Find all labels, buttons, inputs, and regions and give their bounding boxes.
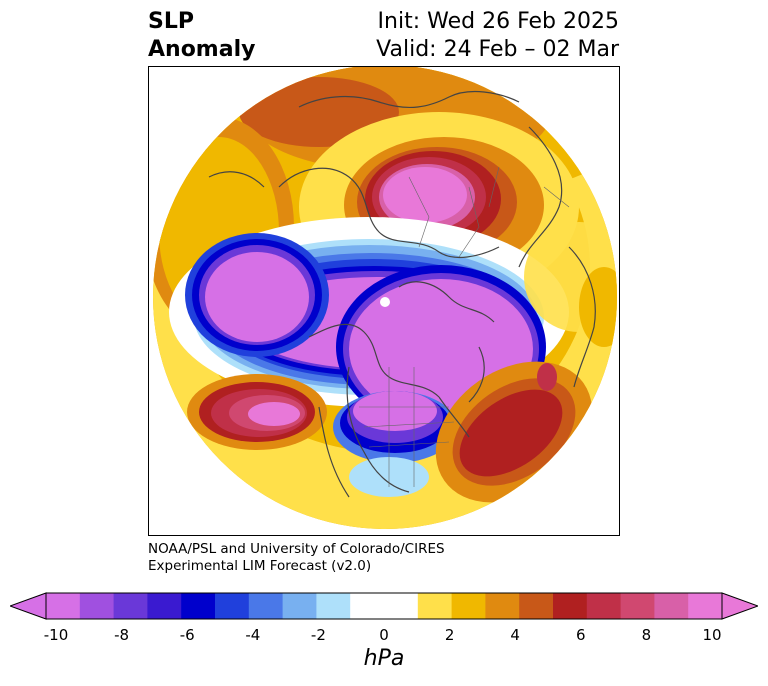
colorbar-swatch	[485, 593, 520, 619]
colorbar-border	[45, 592, 723, 620]
colorbar-tick-label: 0	[379, 626, 389, 644]
colorbar-swatch	[46, 593, 81, 619]
colorbar-swatch	[654, 593, 689, 619]
colorbar-swatch	[215, 593, 250, 619]
valid-range: Valid: 24 Feb – 02 Mar	[376, 37, 619, 62]
colorbar	[10, 590, 758, 622]
colorbar-swatch	[181, 593, 216, 619]
slp-anomaly-map	[148, 66, 620, 536]
coastlines	[208, 91, 596, 498]
colorbar-swatch	[586, 593, 622, 619]
colorbar-swatch	[620, 593, 655, 619]
colorbar-swatch	[417, 593, 453, 619]
colorbar-tick-label: -2	[310, 626, 326, 644]
colorbar-swatch	[147, 593, 182, 619]
colorbar-swatch	[248, 593, 284, 619]
colorbar-swatch	[350, 593, 385, 619]
colorbar-tick-label: 4	[510, 626, 520, 644]
colorbar-max-arrow	[721, 592, 758, 620]
colorbar-swatch	[79, 593, 115, 619]
title-slp: SLP	[148, 9, 194, 34]
colorbar-tick-label: 10	[702, 626, 722, 644]
colorbar-swatch	[316, 593, 351, 619]
colorbar-swatch	[451, 593, 486, 619]
colorbar-tick-label: 6	[576, 626, 586, 644]
colorbar-tick-label: 8	[641, 626, 652, 644]
colorbar-swatch	[553, 593, 588, 619]
colorbar-tick-label: -4	[245, 626, 261, 644]
title-anomaly: Anomaly	[148, 37, 256, 62]
credit-line-1: NOAA/PSL and University of Colorado/CIRE…	[148, 541, 445, 557]
colorbar-tick-label: -8	[114, 626, 130, 644]
map-title: SLP Anomaly	[148, 8, 255, 64]
colorbar-min-arrow	[10, 592, 47, 620]
map-dates: Init: Wed 26 Feb 2025 Valid: 24 Feb – 02…	[376, 8, 619, 64]
borders	[359, 166, 570, 487]
colorbar-swatch	[282, 593, 317, 619]
init-date: Init: Wed 26 Feb 2025	[377, 9, 619, 34]
colorbar-graphic	[10, 592, 758, 620]
colorbar-swatch	[519, 593, 554, 619]
colorbar-tick-label: -10	[43, 626, 69, 644]
colorbar-tick-label: -6	[179, 626, 195, 644]
colorbar-unit: hPa	[363, 646, 405, 671]
colorbar-swatch	[384, 593, 419, 619]
colorbar-ticks: -10 -8 -6 -4 -2 0 2 4 6 8 10	[0, 626, 768, 646]
colorbar-swatch	[688, 593, 723, 619]
colorbar-swatch	[113, 593, 148, 619]
credit-text: NOAA/PSL and University of Colorado/CIRE…	[148, 541, 445, 575]
colorbar-tick-label: 2	[444, 626, 455, 644]
polar-projection-map	[153, 67, 617, 529]
credit-line-2: Experimental LIM Forecast (v2.0)	[148, 558, 372, 574]
